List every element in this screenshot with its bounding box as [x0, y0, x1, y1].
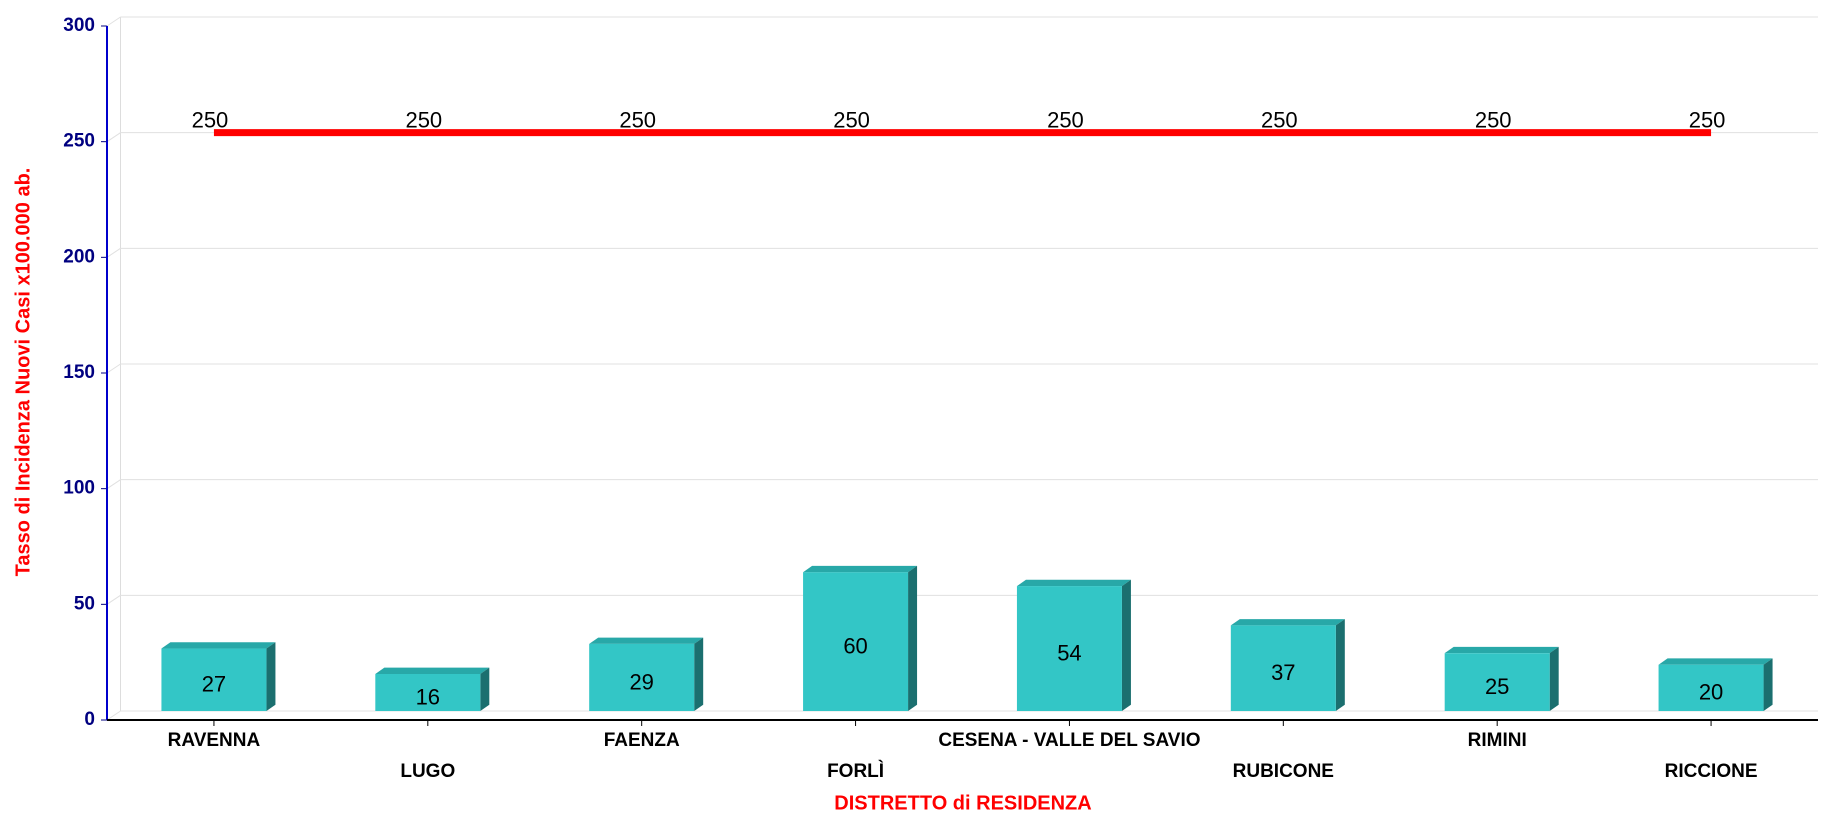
y-tick-label: 200: [63, 246, 95, 267]
bar-value-label: 16: [416, 684, 440, 709]
bar-side: [1549, 646, 1559, 711]
bar-side: [908, 565, 918, 711]
bar-side: [1335, 619, 1345, 711]
bar-value-label: 60: [843, 633, 867, 658]
grid-line-edge: [106, 247, 121, 258]
y-tick-label: 250: [63, 131, 95, 152]
grid-line-edge: [106, 132, 121, 143]
bar: [803, 572, 909, 711]
y-axis-title: Tasso di Incidenza Nuovi Casi x100.000 a…: [12, 168, 34, 577]
bar: [161, 648, 267, 711]
x-axis-title: DISTRETTO di RESIDENZA: [834, 792, 1091, 814]
bar-side: [1121, 579, 1131, 711]
bar-value-label: 29: [629, 669, 653, 694]
bar: [589, 643, 695, 711]
x-tick-label: RICCIONE: [1665, 761, 1758, 782]
line-value-label: 250: [619, 107, 656, 132]
bar-value-label: 54: [1057, 640, 1081, 665]
x-tick-label: RIMINI: [1468, 730, 1527, 751]
x-tick-label: FAENZA: [604, 730, 680, 751]
line-value-label: 250: [1689, 107, 1726, 132]
bar-top: [161, 642, 276, 649]
bar-top: [1444, 646, 1559, 654]
bar: [1016, 586, 1122, 711]
x-tick-label: FORLÌ: [827, 760, 884, 782]
bar-side: [480, 667, 490, 711]
grid-line-edge: [106, 16, 121, 27]
y-tick-label: 50: [74, 593, 95, 614]
bar: [1230, 625, 1336, 711]
bar-top: [375, 667, 490, 674]
y-tick-label: 0: [84, 709, 95, 730]
bar-top: [1016, 579, 1131, 587]
bar-value-label: 20: [1699, 680, 1723, 705]
line-value-label: 250: [1261, 107, 1298, 132]
bar: [375, 673, 481, 711]
line-value-label: 250: [833, 107, 870, 132]
line-value-label: 250: [405, 107, 442, 132]
bar-value-label: 27: [202, 672, 226, 697]
bar-value-label: 37: [1271, 660, 1295, 685]
line-value-label: 250: [192, 107, 229, 132]
bar-side: [266, 642, 276, 711]
grid-line-edge: [106, 710, 121, 721]
x-tick-label: RAVENNA: [168, 730, 261, 751]
bar: [1444, 653, 1550, 711]
y-tick-label: 300: [63, 15, 95, 36]
bar-top: [589, 637, 704, 644]
bar-top: [1230, 619, 1345, 626]
line-value-label: 250: [1047, 107, 1084, 132]
y-tick-label: 100: [63, 478, 95, 499]
bar: [1658, 664, 1764, 711]
bar-side: [694, 637, 704, 711]
grid-line-edge: [106, 594, 121, 605]
line-value-label: 250: [1475, 107, 1512, 132]
bar-top: [803, 565, 918, 573]
x-tick-label: RUBICONE: [1233, 761, 1334, 782]
bar-top: [1658, 658, 1773, 665]
bar-value-label: 25: [1485, 674, 1509, 699]
y-tick-label: 150: [63, 362, 95, 383]
x-tick-label: LUGO: [400, 761, 455, 782]
grid-line-edge: [106, 363, 121, 374]
x-tick-label: CESENA - VALLE DEL SAVIO: [938, 730, 1200, 751]
grid-line-edge: [106, 479, 121, 490]
bar-side: [1763, 658, 1773, 711]
